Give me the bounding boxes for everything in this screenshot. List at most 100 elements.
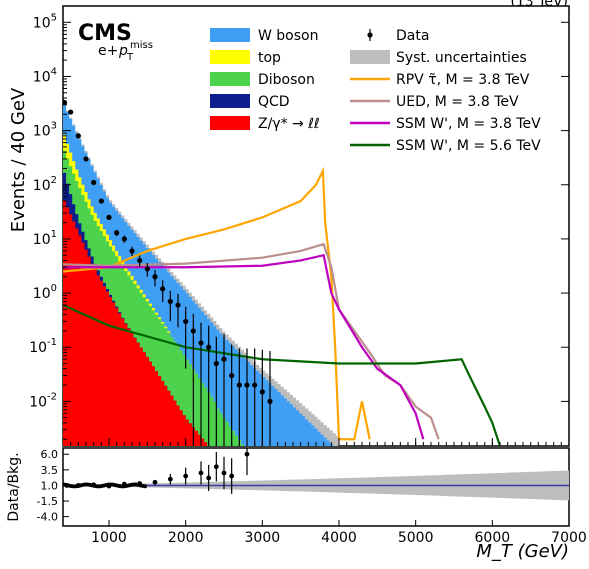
- y-tick-label: 105: [33, 12, 57, 31]
- data-point: [259, 389, 265, 395]
- ratio-y-tick-label: 1.0: [41, 479, 59, 492]
- ratio-y-tick-label: -4.0: [37, 511, 58, 524]
- data-point: [198, 340, 204, 346]
- data-point: [137, 257, 143, 264]
- ratio-point: [143, 484, 148, 489]
- legend-label-w_boson: W boson: [258, 28, 318, 44]
- x-tick-label: 6000: [475, 530, 511, 546]
- channel-prefix: e+: [98, 43, 118, 59]
- ratio-point: [221, 470, 227, 476]
- ratio-y-tick-label: 6.0: [41, 448, 59, 461]
- y-tick-exponent: 2: [51, 175, 57, 186]
- top-right-partial-label: (13 TeV): [510, 0, 568, 10]
- data-point: [129, 248, 135, 254]
- legend-label-top: top: [258, 50, 281, 66]
- y-tick-exponent: -1: [47, 337, 57, 348]
- legend-label-rpv: RPV τ̃, M = 3.8 TeV: [396, 72, 530, 88]
- legend-label-ued: UED, M = 3.8 TeV: [396, 94, 519, 110]
- legend-swatch-top: [210, 50, 250, 64]
- ratio-point: [167, 476, 173, 482]
- channel-symbol: p: [118, 43, 128, 59]
- legend: W boson top Diboson QCD Z/γ* → ℓℓ Data Syst. u…: [210, 28, 541, 154]
- y-tick-label: 104: [33, 66, 57, 85]
- ratio-plot-area: 6.0 3.5 1.0 -1.5 -4.0 1000 2000 3000 4000 5000 600…: [37, 447, 587, 546]
- ratio-point: [152, 479, 158, 485]
- data-point: [68, 109, 74, 115]
- ratio-point: [244, 451, 250, 457]
- data-point: [106, 214, 112, 220]
- stack-zdy: [63, 200, 441, 446]
- legend-label-data: Data: [396, 28, 429, 44]
- signal-ssm38: [63, 253, 425, 440]
- legend-label-zdy: Z/γ* → ℓℓ: [258, 116, 320, 132]
- y-tick-exponent: 0: [51, 283, 57, 294]
- ratio-point: [198, 470, 204, 476]
- x-tick-label: 4000: [321, 530, 357, 546]
- legend-swatch-diboson: [210, 72, 250, 86]
- legend-label-qcd: QCD: [258, 94, 290, 110]
- data-point: [63, 99, 68, 106]
- data-point: [167, 298, 173, 305]
- data-point: [98, 198, 104, 204]
- x-tick-label: 5000: [398, 530, 434, 546]
- legend-swatch-syst: [350, 50, 390, 64]
- y-tick-label: 10-1: [29, 337, 57, 356]
- data-point: [160, 286, 166, 292]
- y-tick-exponent: -2: [47, 391, 57, 402]
- legend-swatch-data: [367, 32, 373, 38]
- y-axis-title: Events / 40 GeV: [8, 87, 29, 232]
- legend-label-syst: Syst. uncertainties: [396, 50, 527, 66]
- y-tick-label: 102: [33, 175, 57, 194]
- data-point: [83, 156, 89, 162]
- y-tick-exponent: 5: [51, 12, 57, 23]
- legend-swatch-w_boson: [210, 28, 250, 42]
- data-point: [91, 179, 97, 186]
- ratio-point: [213, 464, 219, 470]
- legend-label-ssm56: SSM W', M = 5.6 TeV: [396, 138, 541, 154]
- ratio-contents: [63, 448, 569, 501]
- data-point: [114, 230, 120, 236]
- x-tick-label: 1000: [91, 530, 127, 546]
- data-point: [121, 236, 127, 242]
- data-point: [236, 382, 242, 388]
- data-point: [206, 344, 212, 350]
- main-plot-area: 10-2 10-1 100 101 102 103 104 105 W boson top Dibo…: [29, 5, 570, 447]
- legend-label-ssm38: SSM W', M = 3.8 TeV: [396, 116, 541, 132]
- y-tick-label: 10-2: [29, 391, 57, 410]
- data-point: [244, 382, 250, 388]
- data-point: [175, 302, 181, 308]
- ratio-y-axis-title: Data/Bkg.: [6, 452, 22, 521]
- x-tick-label: 3000: [245, 530, 281, 546]
- data-point: [252, 382, 258, 388]
- x-axis-title: M_T (GeV): [476, 541, 569, 562]
- data-point: [190, 328, 196, 334]
- y-tick-label: 101: [33, 229, 57, 248]
- data-point: [144, 266, 150, 272]
- data-point: [221, 356, 227, 362]
- data-point: [213, 360, 219, 367]
- channel-sup: miss: [130, 40, 153, 51]
- ratio-point: [229, 473, 235, 479]
- signal-rpv: [63, 166, 371, 441]
- y-tick-exponent: 3: [51, 121, 57, 132]
- signal-ssm56: [63, 304, 502, 446]
- channel-sub: T: [126, 52, 134, 63]
- ratio-point: [206, 475, 212, 481]
- experiment-label: CMS: [78, 21, 132, 46]
- x-tick-label: 7000: [551, 530, 587, 546]
- legend-label-diboson: Diboson: [258, 72, 315, 88]
- data-point: [75, 133, 81, 139]
- ratio-y-tick-label: 3.5: [41, 464, 59, 477]
- data-point: [267, 398, 273, 404]
- x-tick-label: 2000: [168, 530, 204, 546]
- ratio-y-tick-label: -1.5: [37, 495, 58, 508]
- data-point: [183, 318, 189, 324]
- data-point: [152, 274, 158, 280]
- data-point: [229, 372, 235, 379]
- y-tick-exponent: 4: [51, 66, 57, 77]
- y-tick-label: 103: [33, 121, 57, 140]
- legend-swatch-zdy: [210, 116, 250, 130]
- y-tick-label: 100: [33, 283, 57, 302]
